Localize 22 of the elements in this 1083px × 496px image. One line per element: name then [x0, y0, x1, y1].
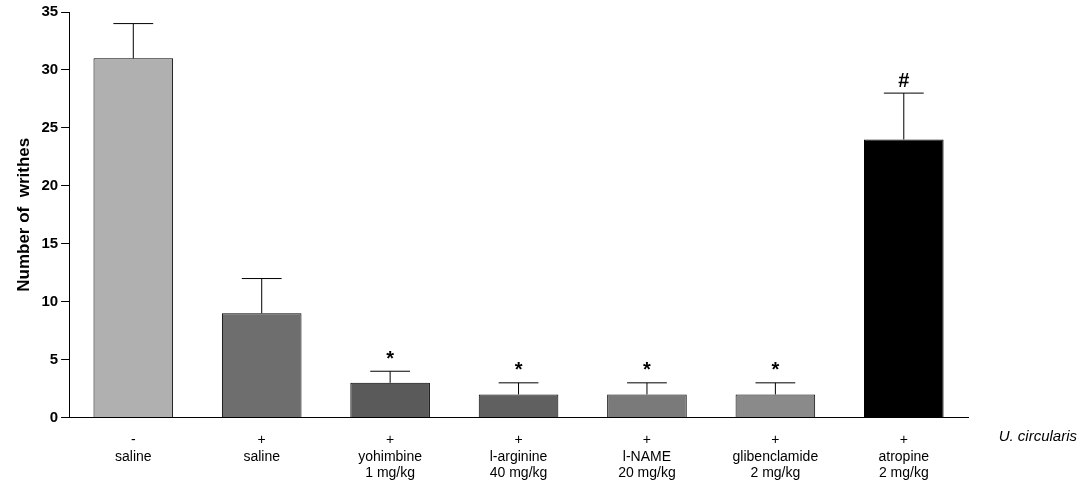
- annotation: *: [643, 358, 652, 381]
- y-tick-label: 20: [41, 175, 59, 193]
- annotation: *: [514, 358, 523, 381]
- x-tick-label: + l-NAME 20 mg/kg: [618, 430, 676, 481]
- y-tick-label: 35: [41, 2, 59, 20]
- x-tick-label: + saline: [243, 430, 281, 464]
- text: U. circularis: [998, 427, 1078, 445]
- y-tick-label: 30: [41, 60, 59, 78]
- y-tick-label: 25: [41, 118, 59, 136]
- y-axis-title: Number of writhes: [13, 137, 33, 292]
- x-tick-label: + atropine 2 mg/kg: [878, 430, 930, 481]
- annotation: *: [771, 358, 780, 381]
- y-tick-label: 10: [41, 291, 59, 309]
- y-tick-label: 15: [41, 233, 59, 251]
- y-tick-label: 5: [49, 349, 59, 367]
- x-tick-label: + glibenclamide 2 mg/kg: [732, 430, 819, 481]
- y-tick-label: 0: [49, 407, 59, 425]
- annotation: *: [386, 346, 395, 369]
- annotation: #: [898, 68, 910, 91]
- x-tick-label: - saline: [115, 430, 152, 464]
- x-tick-label: + yohimbine 1 mg/kg: [358, 430, 423, 481]
- x-tick-label: + l-arginine 40 mg/kg: [489, 430, 548, 481]
